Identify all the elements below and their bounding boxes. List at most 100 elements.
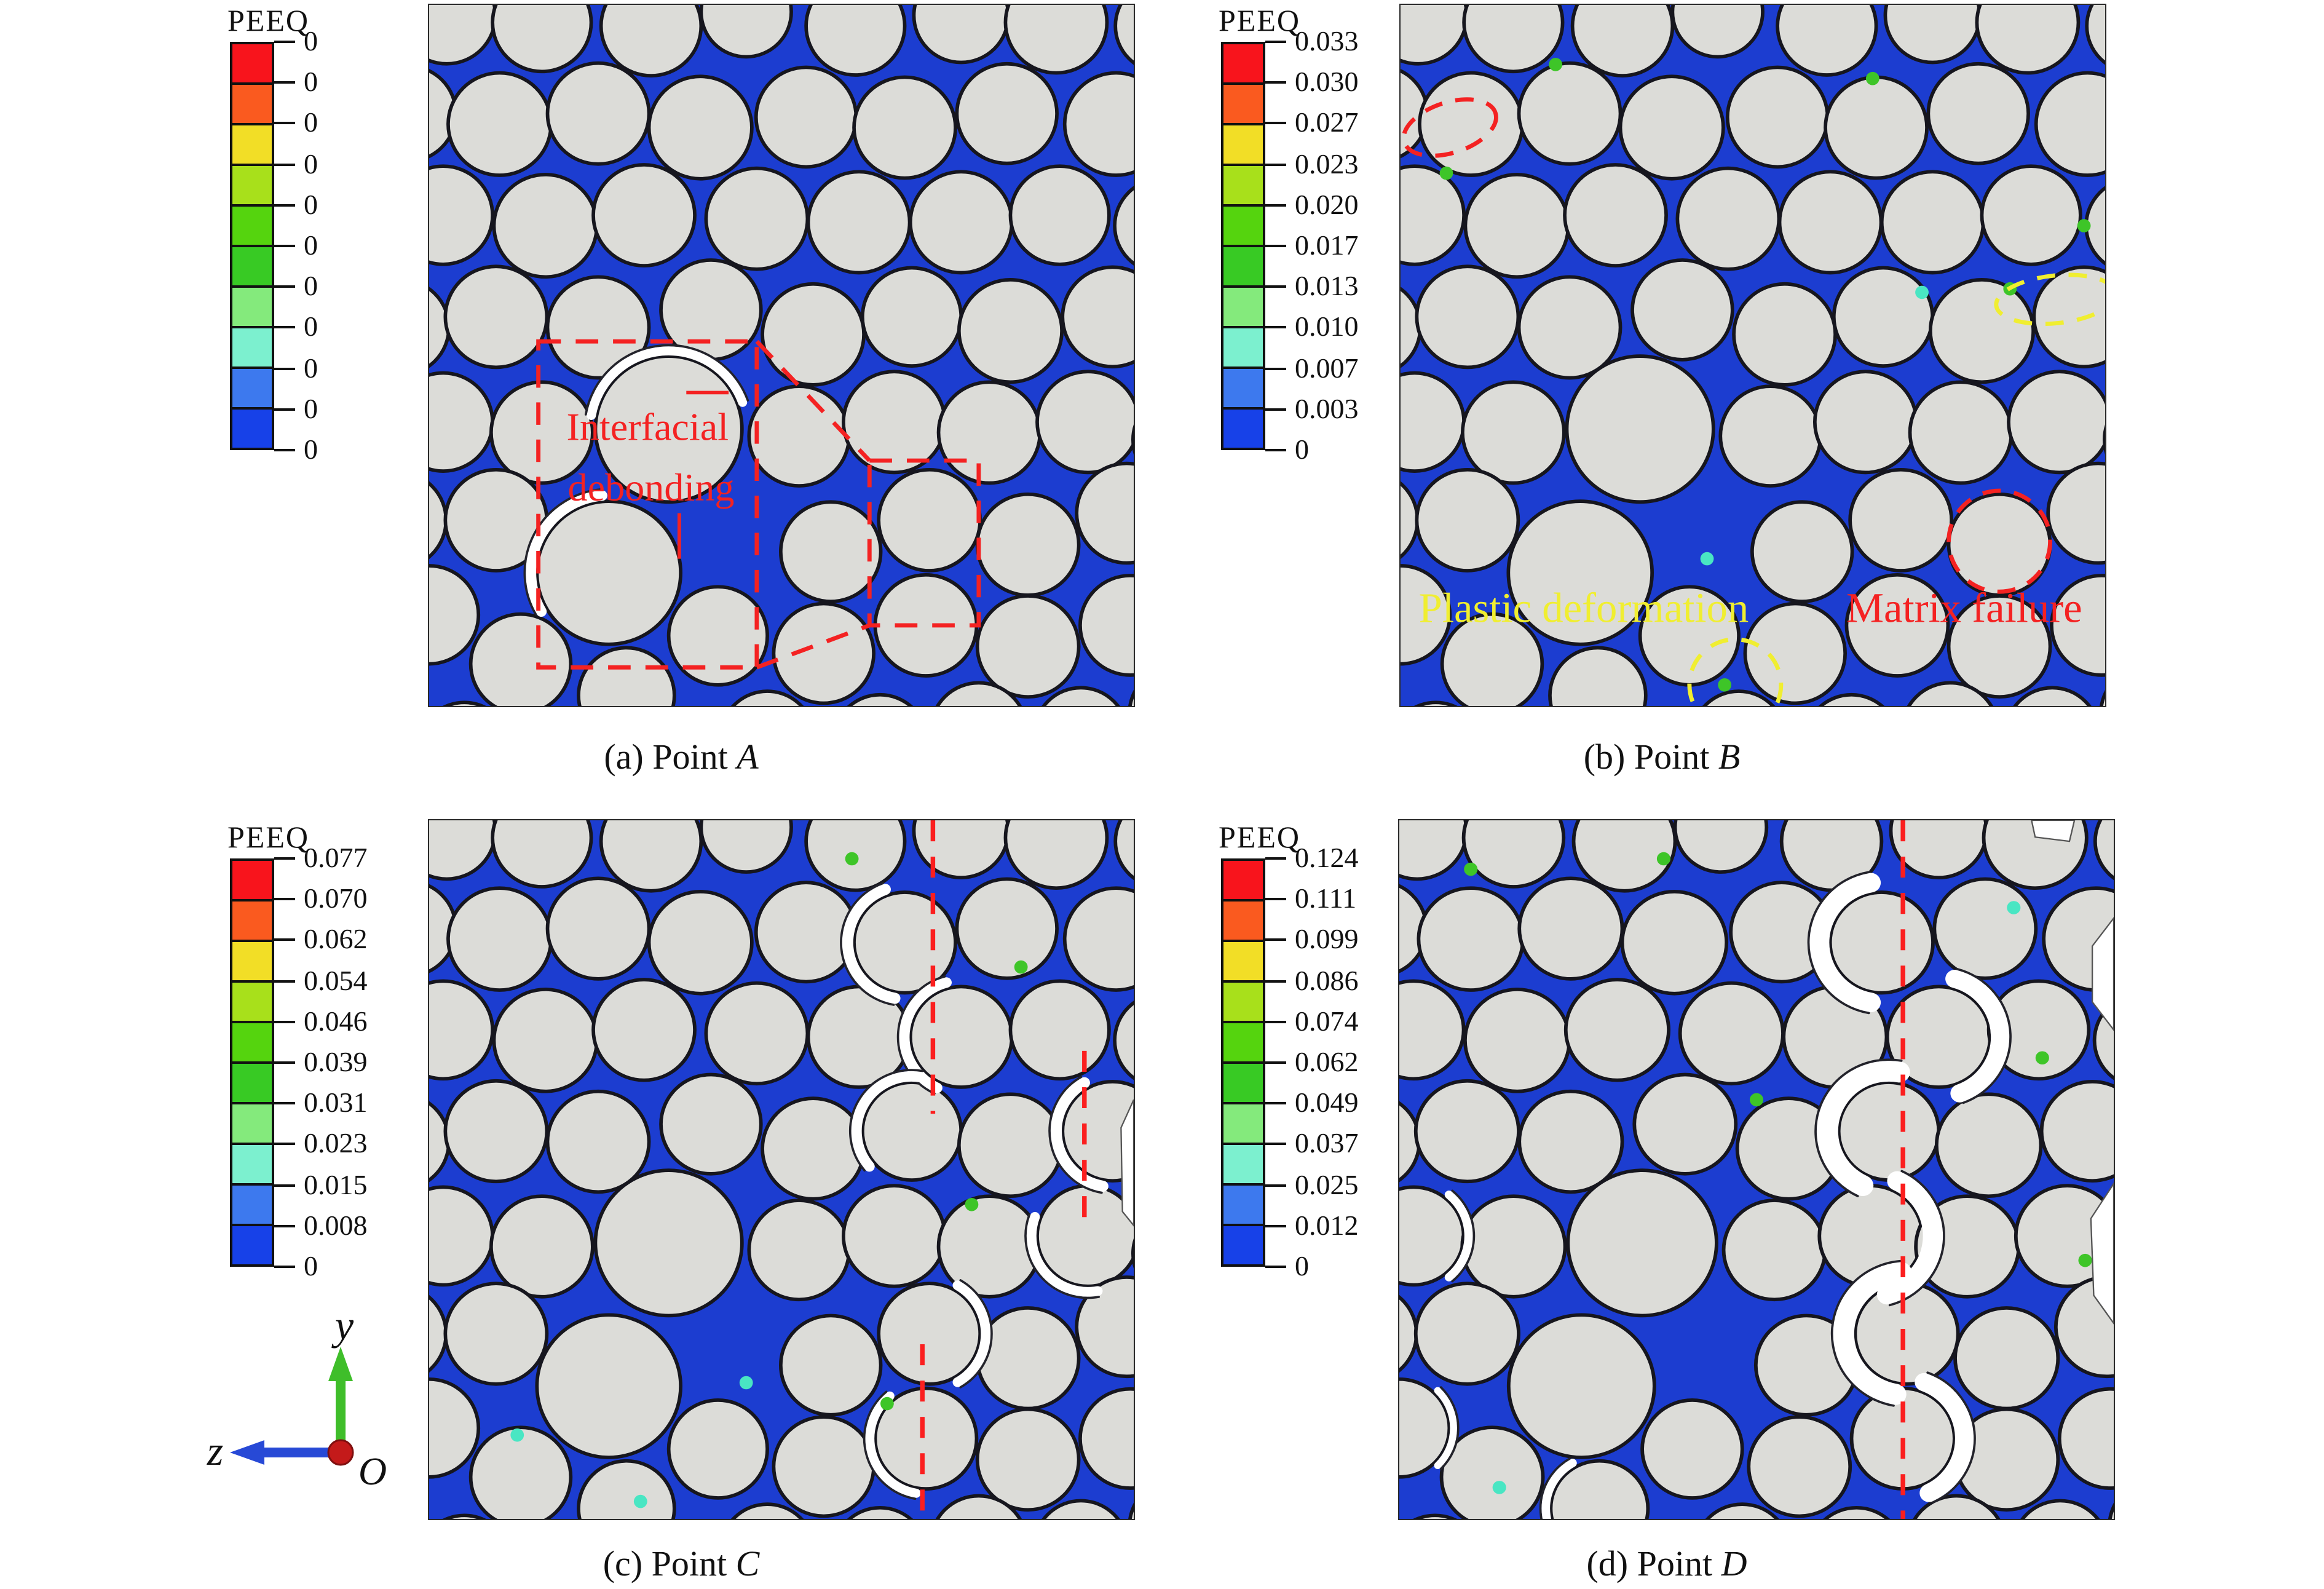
legend-tick [274, 81, 295, 84]
fiber [577, 1459, 676, 1519]
fiber [2085, 5, 2105, 65]
legend-tick [274, 898, 295, 901]
fiber [1008, 164, 1111, 266]
legend-tick [1265, 163, 1286, 166]
legend-tick [274, 449, 295, 451]
legend-tick-label: 0 [304, 26, 318, 57]
fiber [852, 890, 957, 995]
debond-gap-edge [959, 1279, 993, 1389]
fiber [2108, 1502, 2114, 1519]
legend-tick [274, 1143, 295, 1146]
legend-tick [1265, 1143, 1286, 1146]
fiber [492, 988, 599, 1093]
legend-tick [1265, 1184, 1286, 1187]
caption-prefix: (b) Point [1583, 738, 1718, 777]
fiber [442, 700, 486, 706]
debond-gap [952, 1280, 991, 1387]
legend-tick [274, 204, 295, 207]
fiber [647, 890, 754, 996]
fiber [873, 573, 979, 678]
legend-tick [274, 408, 295, 411]
fiber [1062, 886, 1134, 992]
fiber [1417, 886, 1525, 992]
legend-tick-label: 0.023 [304, 1128, 368, 1159]
debond-gap-edge [1451, 1189, 1476, 1283]
legend-color-cell [232, 1104, 272, 1145]
legend-tick [1265, 1020, 1286, 1023]
fiber [666, 1398, 769, 1500]
debond-gap-edge [1539, 1457, 1571, 1519]
legend-color-cell [1223, 1023, 1263, 1064]
fiber [535, 1313, 682, 1459]
legend-color-cell [1223, 410, 1263, 448]
annotation-text: Interfacial [566, 405, 729, 449]
fiber [1041, 686, 1120, 706]
legend-tick [274, 1266, 295, 1268]
fiber [1563, 978, 1670, 1082]
fiber [761, 282, 866, 387]
legend-tick [274, 1184, 295, 1187]
legend-tick [1265, 326, 1286, 329]
fiber [935, 1494, 1022, 1519]
plastic-zone-speck [633, 1494, 647, 1508]
legend-tick [1265, 1266, 1286, 1268]
fiber [908, 985, 1014, 1089]
legend-tick [1265, 408, 1286, 411]
fiber [1062, 71, 1134, 177]
fiber [1463, 988, 1571, 1093]
debond-gap [587, 346, 748, 420]
fiber [2032, 265, 2105, 369]
fiber [1705, 1502, 1779, 1519]
fiber [704, 166, 810, 271]
fiber [1563, 163, 1668, 267]
legend-tick-label: 0.020 [1295, 189, 1359, 220]
legend-tick-label: 0 [304, 66, 318, 98]
legend-color-cell [232, 207, 272, 247]
fiber [1075, 1275, 1134, 1379]
peeq-legend-c: PEEQ 0.077 0.070 0.062 0.054 0.046 0.039 0.031 0… [227, 822, 412, 1314]
legend-tick [1265, 285, 1286, 288]
origin-label: O [358, 1449, 387, 1493]
fiber [2020, 1499, 2100, 1519]
fiber [1980, 164, 2082, 266]
debond-gap [525, 490, 607, 617]
fiber [1673, 820, 1769, 874]
legend-tick-label: 0 [304, 107, 318, 138]
legend-tick-label: 0.049 [1295, 1087, 1359, 1119]
debond-gap-edge [1830, 1259, 1902, 1407]
legend-tick [274, 1020, 295, 1023]
fiber [599, 5, 703, 77]
fiber [1439, 1425, 1545, 1519]
debond-gap-edge [1814, 1058, 1903, 1197]
legend-tick-label: 0.070 [304, 883, 368, 914]
fiber [1823, 1506, 1891, 1519]
legend-tick-label: 0 [304, 1251, 318, 1282]
plastic-zone-speck [510, 1428, 524, 1442]
plastic-zone-speck [1718, 678, 1732, 692]
fiber [1128, 1502, 1134, 1519]
fiber [468, 612, 573, 706]
legend-tick [1265, 1224, 1286, 1227]
legend-tick [274, 1061, 295, 1064]
fiber [1517, 1089, 1624, 1194]
fiber [535, 499, 682, 646]
fiber [1620, 890, 1729, 996]
fiber [591, 978, 697, 1082]
legend-tick [274, 857, 295, 860]
fiber [1506, 1313, 1656, 1459]
legend-tick-label: 0.013 [1295, 271, 1359, 302]
fiber [1721, 1199, 1827, 1302]
fiber [975, 492, 1081, 597]
fiber [1113, 820, 1134, 881]
fiber [1566, 1168, 1718, 1318]
fiber [443, 1079, 549, 1184]
legend-tick-label: 0.046 [304, 1005, 368, 1037]
debond-gap-edge [1956, 968, 2012, 1104]
deformed-edge-gap [2090, 1182, 2114, 1325]
legend-tick [1265, 449, 1286, 451]
highlight-dashed-ellipse [1994, 272, 2105, 327]
fiber [1879, 170, 1985, 275]
legend-tick-label: 0.086 [1295, 965, 1359, 996]
fiber [1061, 265, 1134, 369]
